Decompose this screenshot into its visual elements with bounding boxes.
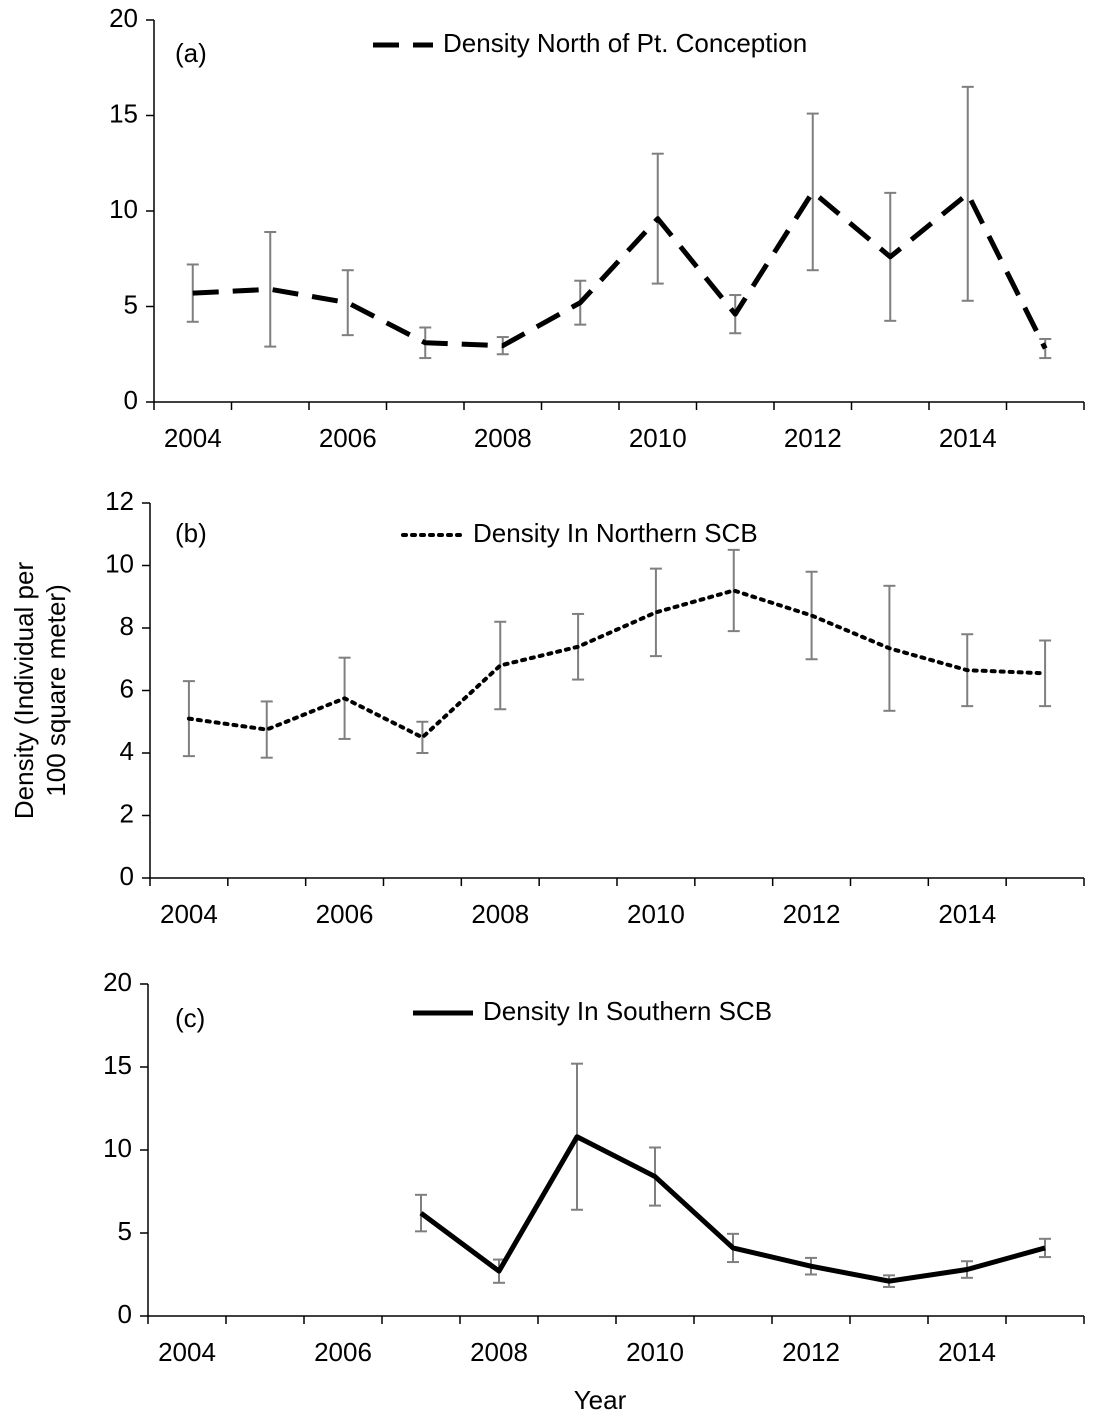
error-bar — [1039, 639, 1052, 708]
x-tick-label: 2014 — [939, 423, 997, 453]
y-tick-label: 10 — [103, 1133, 132, 1163]
legend-label: Density North of Pt. Conception — [443, 28, 807, 58]
error-bar — [806, 112, 819, 272]
y-axis-label-line: 100 square meter) — [41, 584, 71, 796]
x-tick-label: 2008 — [474, 423, 532, 453]
y-tick-label: 6 — [120, 673, 134, 703]
x-tick-label: 2004 — [164, 423, 222, 453]
x-tick-label: 2012 — [784, 423, 842, 453]
x-axis-label: Year — [574, 1385, 627, 1415]
panel-label: (a) — [175, 38, 207, 68]
error-bar — [260, 700, 273, 759]
y-tick-label: 20 — [109, 3, 138, 33]
x-tick-label: 2014 — [938, 1337, 996, 1367]
y-tick-label: 15 — [103, 1050, 132, 1080]
error-bar — [416, 720, 429, 754]
y-axis-label-line: Density (Individual per — [9, 562, 39, 820]
x-tick-label: 2004 — [158, 1337, 216, 1367]
y-tick-label: 4 — [120, 736, 134, 766]
error-bar — [341, 269, 354, 337]
error-bar — [1039, 337, 1052, 360]
y-tick-label: 0 — [124, 385, 138, 415]
error-bar — [961, 85, 974, 302]
y-tick-label: 12 — [105, 486, 134, 516]
x-tick-label: 2010 — [629, 423, 687, 453]
data-line — [419, 1134, 1046, 1284]
x-tick-label: 2012 — [783, 899, 841, 929]
y-tick-label: 8 — [120, 611, 134, 641]
y-tick-label: 0 — [118, 1299, 132, 1329]
x-tick-label: 2010 — [626, 1337, 684, 1367]
panel-label: (b) — [175, 518, 207, 548]
y-tick-label: 20 — [103, 967, 132, 997]
error-bar — [264, 231, 277, 348]
legend-label: Density In Northern SCB — [473, 518, 758, 548]
y-tick-label: 10 — [109, 194, 138, 224]
data-line — [192, 189, 1048, 350]
x-tick-label: 2014 — [938, 899, 996, 929]
legend-label: Density In Southern SCB — [483, 996, 772, 1026]
x-tick-label: 2004 — [160, 899, 218, 929]
y-tick-label: 5 — [124, 289, 138, 319]
y-axis-label: Density (Individual per 100 square meter) — [9, 562, 71, 820]
panel-label: (c) — [175, 1003, 205, 1033]
y-tick-label: 0 — [120, 861, 134, 891]
x-tick-label: 2006 — [316, 899, 374, 929]
x-tick-label: 2008 — [471, 899, 529, 929]
x-tick-label: 2008 — [470, 1337, 528, 1367]
y-tick-label: 15 — [109, 98, 138, 128]
data-line — [186, 588, 1048, 740]
x-tick-label: 2010 — [627, 899, 685, 929]
x-tick-label: 2006 — [314, 1337, 372, 1367]
y-tick-label: 10 — [105, 548, 134, 578]
x-tick-label: 2012 — [782, 1337, 840, 1367]
y-tick-label: 2 — [120, 798, 134, 828]
y-tick-label: 5 — [118, 1216, 132, 1246]
x-tick-label: 2006 — [319, 423, 377, 453]
